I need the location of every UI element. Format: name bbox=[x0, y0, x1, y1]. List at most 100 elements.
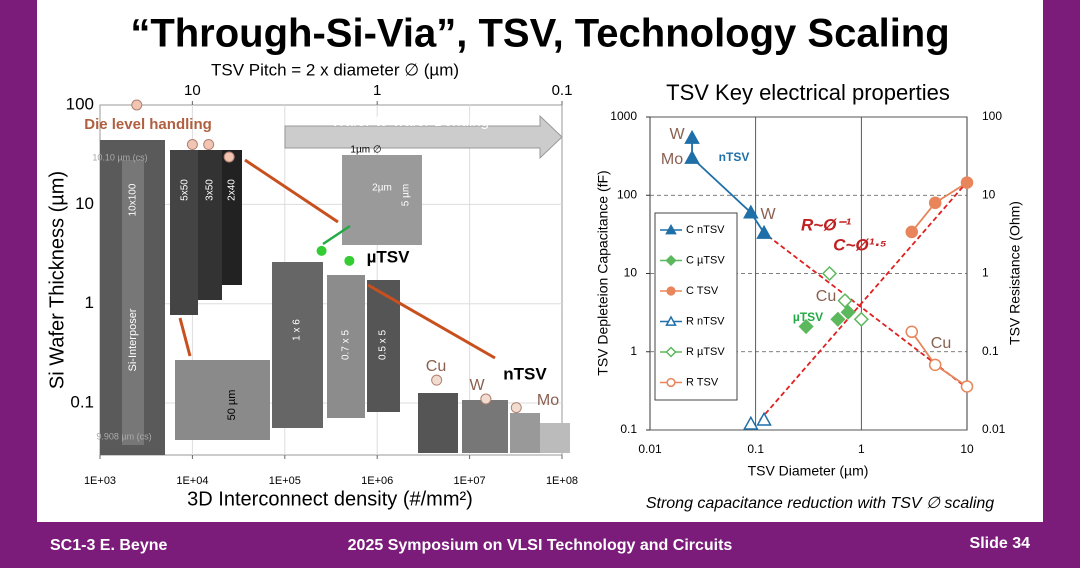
marker bbox=[743, 415, 759, 430]
arrow bbox=[244, 158, 339, 224]
annotation: 0.7 x 5 bbox=[341, 330, 352, 360]
annotation: 2x40 bbox=[227, 179, 238, 201]
marker bbox=[830, 311, 846, 327]
y2-tick-label: 1 bbox=[982, 266, 989, 280]
y2-tick-label: 100 bbox=[982, 109, 1002, 123]
image bbox=[367, 280, 400, 412]
y-axis-title: TSV Depleteion Capacitance (fF) bbox=[595, 170, 611, 375]
annotation: 3x50 bbox=[205, 179, 216, 201]
annotation: 50 µm bbox=[226, 390, 238, 421]
annotation: Die level handling bbox=[84, 116, 212, 133]
annotation: Wafer-to-wafer Bonding bbox=[331, 113, 489, 130]
legend-marker bbox=[666, 286, 676, 296]
annotation: 0.5 x 5 bbox=[378, 330, 389, 360]
x-tick-label: 0.01 bbox=[638, 442, 662, 456]
marker bbox=[821, 265, 838, 282]
image bbox=[222, 150, 242, 285]
legend-label: R µTSV bbox=[686, 346, 725, 358]
arrow bbox=[322, 224, 351, 246]
y2-axis-title: TSV Resistance (Ohm) bbox=[1007, 201, 1023, 345]
point bbox=[203, 139, 215, 151]
x2-tick-label: 10 bbox=[184, 82, 201, 99]
y2-tick-label: 0.1 bbox=[982, 344, 999, 358]
annotation: W bbox=[760, 206, 776, 223]
marker bbox=[960, 176, 974, 189]
x-axis-title: 3D Interconnect density (#/mm²) bbox=[187, 488, 473, 510]
legend bbox=[654, 212, 738, 401]
annotation: 1µm ∅ bbox=[350, 145, 381, 156]
image bbox=[198, 150, 222, 300]
point bbox=[186, 139, 198, 151]
marker bbox=[837, 293, 853, 309]
y2-tick-label: 0.01 bbox=[982, 422, 1006, 436]
slide-title: “Through-Si-Via”, TSV, Technology Scalin… bbox=[130, 12, 949, 56]
x-tick-label: 1E+03 bbox=[84, 475, 116, 487]
x-tick-label: 1E+05 bbox=[269, 475, 301, 487]
x-tick-label: 1E+08 bbox=[546, 475, 578, 487]
arrow bbox=[284, 114, 563, 160]
image bbox=[272, 262, 323, 428]
legend-label: R nTSV bbox=[686, 315, 725, 327]
point bbox=[344, 255, 355, 266]
annotation: nTSV bbox=[503, 364, 547, 383]
legend-marker bbox=[665, 315, 677, 326]
marker bbox=[743, 204, 759, 219]
legend-label: R TSV bbox=[686, 376, 719, 388]
y-tick-label: 1 bbox=[630, 344, 637, 358]
marker bbox=[684, 149, 700, 164]
legend-label: C nTSV bbox=[686, 224, 725, 236]
marker bbox=[905, 225, 919, 239]
x2-tick-label: 0.1 bbox=[552, 82, 573, 99]
trend-line bbox=[759, 181, 968, 421]
annotation: W bbox=[669, 126, 685, 143]
annotation: nTSV bbox=[719, 150, 750, 164]
marker bbox=[756, 224, 772, 239]
y-tick-label: 100 bbox=[617, 187, 637, 201]
marker bbox=[853, 311, 869, 327]
point bbox=[223, 151, 235, 163]
annotation: 9.908 µm (cs) bbox=[96, 431, 151, 441]
x-tick-label: 0.1 bbox=[747, 442, 764, 456]
footer-center: 2025 Symposium on VLSI Technology and Ci… bbox=[348, 537, 733, 554]
annotation: Mo bbox=[661, 151, 683, 168]
annotation: Si-Interposer bbox=[127, 308, 139, 371]
annotation: 1 x 6 bbox=[292, 319, 303, 341]
marker bbox=[684, 129, 700, 144]
x-tick-label: 1 bbox=[858, 442, 865, 456]
marker bbox=[798, 318, 814, 335]
marker bbox=[928, 196, 942, 210]
y-tick-label: 100 bbox=[66, 94, 94, 113]
y-tick-label: 0.1 bbox=[620, 422, 637, 436]
arrow bbox=[178, 317, 192, 357]
legend-marker bbox=[665, 223, 677, 235]
image bbox=[175, 360, 270, 440]
annotation: µTSV bbox=[367, 247, 411, 266]
images bbox=[100, 114, 570, 455]
point bbox=[131, 99, 143, 111]
annotation: 2µm bbox=[372, 183, 392, 194]
image bbox=[122, 160, 144, 445]
annotation: 10.10 µm (cs) bbox=[92, 152, 147, 162]
chart-title: TSV Key electrical properties bbox=[666, 80, 950, 105]
image bbox=[418, 393, 458, 453]
y-tick-label: 10 bbox=[624, 266, 638, 280]
footer-left: SC1-3 E. Beyne bbox=[50, 537, 167, 554]
marker bbox=[840, 304, 856, 320]
legend-marker bbox=[665, 254, 677, 267]
legend-label: C TSV bbox=[686, 285, 719, 297]
annotation: Mo bbox=[537, 392, 559, 409]
annotation: 10x100 bbox=[128, 183, 139, 216]
legend-marker bbox=[666, 377, 676, 388]
image bbox=[510, 413, 540, 453]
marker bbox=[928, 358, 942, 372]
point bbox=[431, 374, 443, 386]
annotation: 5 µm bbox=[401, 184, 412, 206]
x-tick-label: 1E+04 bbox=[176, 475, 208, 487]
point bbox=[510, 402, 522, 414]
marker bbox=[756, 411, 772, 426]
x-tick-label: 1E+07 bbox=[454, 475, 486, 487]
legend-label: C µTSV bbox=[686, 254, 725, 266]
annotation: µTSV bbox=[793, 310, 823, 324]
x2-axis-title: TSV Pitch = 2 x diameter ∅ (µm) bbox=[211, 60, 459, 79]
